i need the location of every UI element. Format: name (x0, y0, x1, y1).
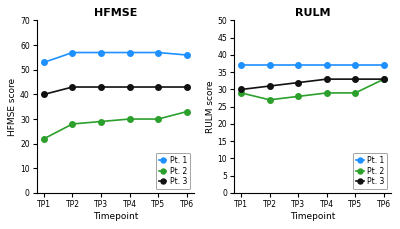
Legend: Pt. 1, Pt. 2, Pt. 3: Pt. 1, Pt. 2, Pt. 3 (353, 153, 387, 189)
Title: HFMSE: HFMSE (94, 8, 137, 18)
X-axis label: Timepoint: Timepoint (93, 212, 138, 221)
Pt. 2 (99, 120, 104, 123)
Pt. 1 (296, 64, 301, 67)
Pt. 2 (296, 95, 301, 98)
Pt. 1 (353, 64, 358, 67)
Pt. 1 (156, 51, 160, 54)
Pt. 3 (70, 86, 75, 88)
Pt. 2 (239, 92, 244, 94)
Pt. 3 (99, 86, 104, 88)
Title: RULM: RULM (295, 8, 330, 18)
Pt. 1 (184, 54, 189, 56)
Pt. 3 (184, 86, 189, 88)
Y-axis label: HFMSE score: HFMSE score (8, 78, 17, 136)
Pt. 1 (239, 64, 244, 67)
Pt. 2 (382, 78, 386, 81)
X-axis label: Timepoint: Timepoint (290, 212, 335, 221)
Pt. 1 (70, 51, 75, 54)
Line: Pt. 1: Pt. 1 (41, 50, 190, 65)
Line: Pt. 1: Pt. 1 (238, 63, 387, 68)
Pt. 1 (324, 64, 329, 67)
Pt. 1 (267, 64, 272, 67)
Pt. 2 (324, 92, 329, 94)
Pt. 2 (353, 92, 358, 94)
Pt. 2 (184, 110, 189, 113)
Pt. 1 (382, 64, 386, 67)
Legend: Pt. 1, Pt. 2, Pt. 3: Pt. 1, Pt. 2, Pt. 3 (156, 153, 190, 189)
Pt. 3 (296, 81, 301, 84)
Pt. 3 (267, 85, 272, 87)
Pt. 2 (127, 118, 132, 120)
Pt. 3 (156, 86, 160, 88)
Y-axis label: RULM score: RULM score (206, 80, 214, 133)
Line: Pt. 2: Pt. 2 (41, 109, 190, 142)
Pt. 3 (42, 93, 46, 96)
Pt. 1 (99, 51, 104, 54)
Pt. 1 (127, 51, 132, 54)
Pt. 3 (239, 88, 244, 91)
Pt. 3 (324, 78, 329, 81)
Pt. 2 (267, 98, 272, 101)
Pt. 3 (127, 86, 132, 88)
Pt. 2 (42, 137, 46, 140)
Line: Pt. 3: Pt. 3 (238, 76, 387, 92)
Pt. 2 (156, 118, 160, 120)
Line: Pt. 2: Pt. 2 (238, 76, 387, 103)
Pt. 2 (70, 123, 75, 125)
Line: Pt. 3: Pt. 3 (41, 84, 190, 97)
Pt. 3 (382, 78, 386, 81)
Pt. 3 (353, 78, 358, 81)
Pt. 1 (42, 61, 46, 64)
